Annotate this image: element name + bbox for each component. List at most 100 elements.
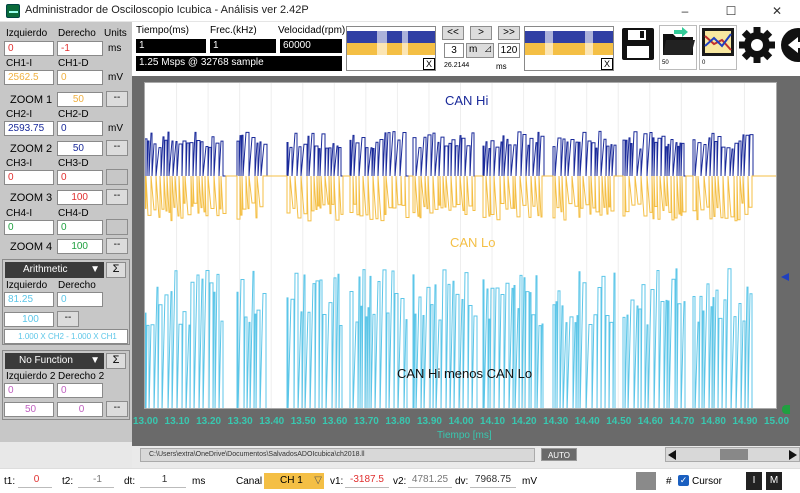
ch4d-input[interactable]: 0 xyxy=(57,220,103,235)
v2-input[interactable]: 4781.25 xyxy=(408,473,452,488)
close-button[interactable]: ✕ xyxy=(771,4,783,18)
canal-select[interactable]: CH 1 ▽ xyxy=(264,473,324,489)
zoom3-input[interactable]: 100 xyxy=(57,190,103,205)
back-arrow-icon[interactable] xyxy=(776,25,800,65)
zoom1-label: ZOOM 1 xyxy=(10,94,53,106)
t2-input[interactable]: -1 xyxy=(78,473,114,488)
velocidad-label: Velocidad(rpm) xyxy=(278,25,346,36)
scroll-left-icon[interactable] xyxy=(668,450,676,460)
x-tick-label: 13.60 xyxy=(322,416,348,427)
math2-sigma-button[interactable]: Σ xyxy=(106,353,126,369)
v2-label: v2: xyxy=(393,476,407,487)
izquierdo-input[interactable]: 0 xyxy=(4,41,54,56)
channel-marker-green[interactable] xyxy=(782,405,790,414)
zoom4-button[interactable]: -- xyxy=(106,238,128,254)
label-can-lo-text: CAN Lo xyxy=(450,235,496,250)
ch3d-label: CH3-D xyxy=(58,158,89,169)
math1-der-input[interactable]: 0 xyxy=(57,292,103,307)
can-lo-trace xyxy=(144,175,776,222)
auto-button[interactable]: AUTO xyxy=(541,448,577,461)
frec-input[interactable]: 1 xyxy=(210,39,276,53)
thumbnail-close-button[interactable]: X xyxy=(601,58,613,70)
velocidad-input[interactable]: 60000 xyxy=(280,39,342,53)
t1-input[interactable]: 0 xyxy=(18,473,52,488)
ch2i-input[interactable]: 2593.75 xyxy=(4,121,54,136)
step-unit-button[interactable]: m ◿ xyxy=(466,43,494,58)
step-input[interactable]: 3 xyxy=(444,43,464,58)
v1-input[interactable]: -3187.5 xyxy=(345,473,389,488)
waveform-plot[interactable]: CAN Hi CAN Lo CAN Hi menos CAN Lo xyxy=(144,82,777,414)
t1-label: t1: xyxy=(4,476,16,487)
m-button[interactable]: M xyxy=(766,472,782,490)
zoom2-input[interactable]: 50 xyxy=(57,141,103,156)
ch4i-label: CH4-I xyxy=(6,208,33,219)
ch4i-input[interactable]: 0 xyxy=(4,220,54,235)
ch3d-input[interactable]: 0 xyxy=(57,170,103,185)
frec-label: Frec.(kHz) xyxy=(210,25,257,36)
ch3i-input[interactable]: 0 xyxy=(4,170,54,185)
math2-zoom-button[interactable]: -- xyxy=(106,401,128,417)
math1-select-label: Arithmetic xyxy=(23,264,68,275)
canal-select-label: CH 1 xyxy=(280,475,303,486)
ch1i-label: CH1-I xyxy=(6,58,33,69)
zoom1-input[interactable]: 50 xyxy=(57,92,103,107)
minimize-button[interactable]: – xyxy=(681,4,689,18)
math2-izq-input[interactable]: 0 xyxy=(4,383,54,398)
math1-zoom-button[interactable]: -- xyxy=(57,311,79,327)
dt-input[interactable]: 1 xyxy=(140,473,186,488)
ch2d-input[interactable]: 0 xyxy=(57,121,103,136)
math1-formula[interactable]: 1.000 X CH2 - 1.000 X CH1 xyxy=(4,329,128,344)
x-tick-label: 14.70 xyxy=(669,416,695,427)
chart-settings-icon[interactable]: 0 xyxy=(699,25,737,70)
scroll-right-icon[interactable] xyxy=(789,450,797,460)
math2-zoom-input[interactable]: 50 xyxy=(4,402,54,417)
math1-select[interactable]: Arithmetic ▼ xyxy=(5,262,104,278)
math2-zoom2-input[interactable]: 0 xyxy=(57,402,103,417)
dv-label: dv: xyxy=(455,476,469,487)
ch1i-input[interactable]: 2562.5 xyxy=(4,70,54,85)
open-folder-icon[interactable]: 50 xyxy=(659,25,697,70)
math1-izq-input[interactable]: 81.25 xyxy=(4,292,54,307)
dv-input[interactable]: 7968.75 xyxy=(470,473,516,488)
tiempo-input[interactable]: 1 xyxy=(136,39,206,53)
overview-thumbnail-1[interactable]: X xyxy=(346,26,436,71)
ch1d-input[interactable]: 0 xyxy=(57,70,103,85)
zoom3-button[interactable]: -- xyxy=(106,189,128,205)
nav-last-button[interactable]: >> xyxy=(498,26,520,40)
chevron-down-icon: ▽ xyxy=(314,475,322,486)
x-tick-label: 15.00 xyxy=(764,416,790,427)
nav-next-button[interactable]: > xyxy=(470,26,492,40)
i-button[interactable]: I xyxy=(746,472,762,490)
dt-label: dt: xyxy=(124,476,136,487)
thumbnail-close-button[interactable]: X xyxy=(423,58,435,70)
x-tick-label: 14.90 xyxy=(732,416,758,427)
math2-der-input[interactable]: 0 xyxy=(57,383,103,398)
range-input[interactable]: 120 xyxy=(498,43,520,58)
ch1d-label: CH1-D xyxy=(58,58,89,69)
cursor-checkbox[interactable]: ✓ xyxy=(678,475,689,486)
save-icon[interactable] xyxy=(619,25,657,65)
math1-zoom-input[interactable]: 100 xyxy=(4,312,54,327)
units-value: ms xyxy=(108,43,122,54)
t2-label: t2: xyxy=(62,476,74,487)
maximize-button[interactable]: ☐ xyxy=(725,4,737,18)
math2-select-label: No Function xyxy=(19,355,73,366)
math1-sigma-button[interactable]: Σ xyxy=(106,262,126,278)
chevron-down-icon: ▼ xyxy=(90,355,100,366)
gear-icon[interactable] xyxy=(739,25,775,65)
x-tick-label: 14.40 xyxy=(574,416,600,427)
color-swatch[interactable] xyxy=(636,472,656,490)
channel-marker-blue[interactable] xyxy=(781,273,789,281)
overview-thumbnail-2[interactable]: X xyxy=(524,26,614,71)
thumbnail-waveform xyxy=(347,29,435,59)
zoom1-button[interactable]: -- xyxy=(106,91,128,107)
horizontal-scrollbar[interactable] xyxy=(665,447,800,462)
scroll-thumb[interactable] xyxy=(720,449,748,460)
zoom4-input[interactable]: 100 xyxy=(57,239,103,254)
nav-first-button[interactable]: << xyxy=(442,26,464,40)
derecho-label: Derecho xyxy=(58,28,96,39)
x-tick-label: 13.30 xyxy=(227,416,253,427)
derecho-input[interactable]: -1 xyxy=(57,41,103,56)
math2-select[interactable]: No Function ▼ xyxy=(5,353,104,369)
zoom2-button[interactable]: -- xyxy=(106,140,128,156)
